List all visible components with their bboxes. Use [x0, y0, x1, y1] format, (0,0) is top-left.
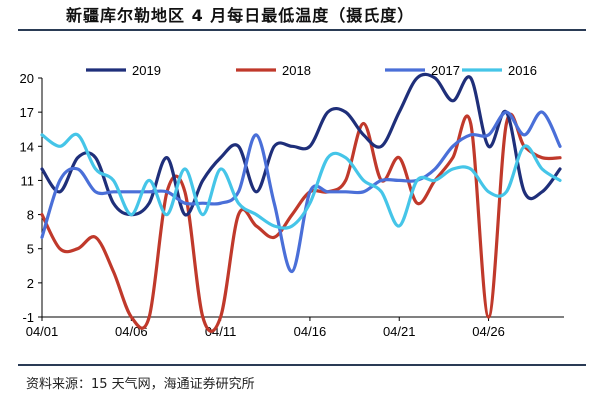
y-tick-label: 20: [20, 71, 34, 86]
source-divider: [18, 364, 586, 366]
series-line-2016: [40, 132, 562, 230]
y-tick-label: 5: [27, 242, 34, 257]
legend-label-2018: 2018: [282, 63, 311, 78]
x-tick-label: 04/11: [205, 324, 237, 339]
y-tick-label: 17: [20, 105, 34, 120]
chart-title: 新疆库尔勒地区 4 月每日最低温度（摄氏度）: [66, 6, 415, 25]
y-tick-label: 14: [20, 139, 34, 154]
legend-label-2019: 2019: [132, 63, 161, 78]
x-tick-label: 04/26: [472, 324, 505, 339]
legend-label-2016: 2016: [508, 63, 537, 78]
series-line-2017: [40, 110, 562, 274]
y-tick-label: -1: [22, 310, 34, 325]
y-tick-label: 11: [21, 173, 35, 188]
y-tick-label: 8: [27, 208, 34, 223]
x-tick-label: 04/21: [383, 324, 416, 339]
legend-label-2017: 2017: [431, 63, 460, 78]
title-divider: [18, 29, 586, 31]
source-note: 资料来源：15 天气网，海通证券研究所: [26, 377, 255, 392]
x-tick-label: 04/16: [294, 324, 327, 339]
x-tick-label: 04/06: [115, 324, 148, 339]
x-tick-label: 04/01: [26, 324, 59, 339]
y-tick-label: 2: [27, 276, 34, 291]
